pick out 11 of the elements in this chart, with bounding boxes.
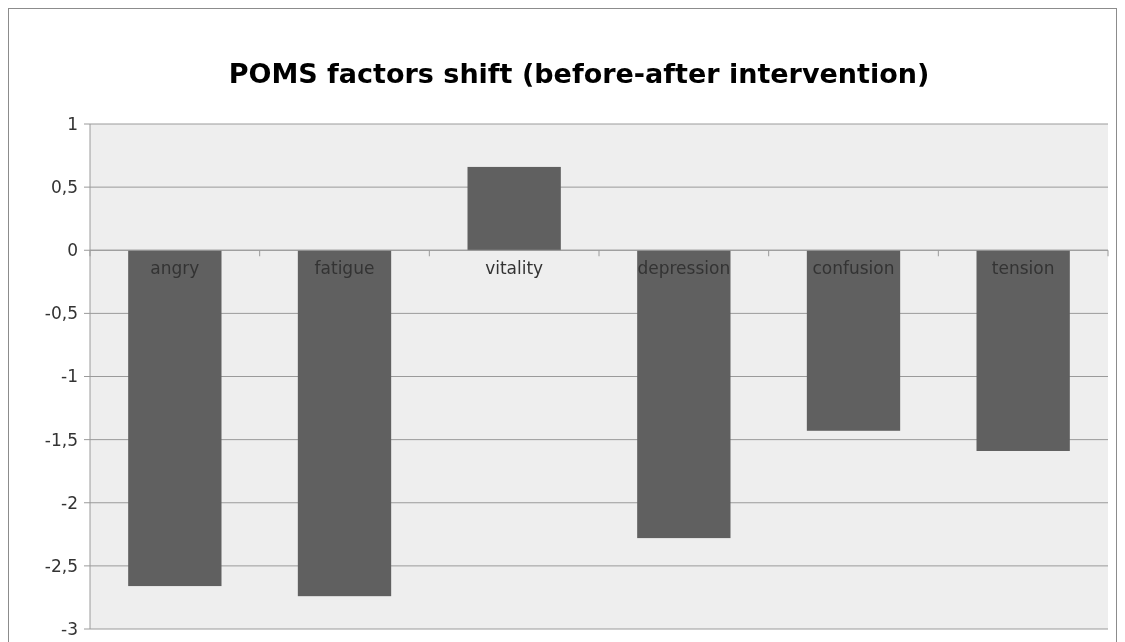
y-tick-label: 0,5 [50, 177, 78, 198]
y-tick-label: -1,5 [44, 429, 78, 450]
y-tick-label: -2 [61, 492, 78, 513]
y-tick-label: -3 [61, 618, 78, 639]
x-tick-label: vitality [485, 258, 544, 279]
y-tick-label: 0 [67, 240, 78, 261]
y-tick-label: 1 [67, 113, 78, 134]
y-tick-label: -0,5 [44, 303, 78, 324]
y-tick-label: -2,5 [44, 555, 78, 576]
y-tick-label: -1 [61, 366, 78, 387]
chart-title: POMS factors shift (before-after intervention) [228, 58, 930, 89]
